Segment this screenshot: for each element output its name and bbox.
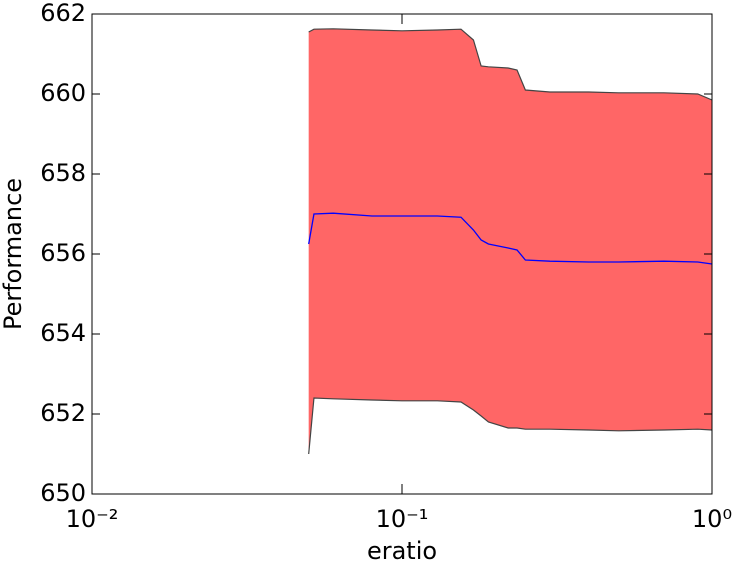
mean-line	[308, 212, 713, 265]
x-tick-label: 10⁰	[692, 505, 732, 533]
y-tick-label: 650	[40, 479, 86, 507]
y-tick-label: 656	[40, 239, 86, 267]
band-area	[308, 28, 712, 455]
x-axis-label: eratio	[367, 537, 437, 565]
band-upper-edge	[308, 28, 713, 101]
x-tick-label: 10⁻¹	[376, 505, 429, 533]
y-tick-label: 662	[40, 0, 86, 27]
y-tick-label: 660	[40, 79, 86, 107]
y-tick-label: 654	[40, 319, 86, 347]
x-tick-label: 10⁻²	[66, 505, 119, 533]
band-lower-edge	[308, 397, 713, 455]
y-tick-label: 652	[40, 399, 86, 427]
y-axis-label: Performance	[0, 178, 27, 330]
y-tick-label: 658	[40, 159, 86, 187]
